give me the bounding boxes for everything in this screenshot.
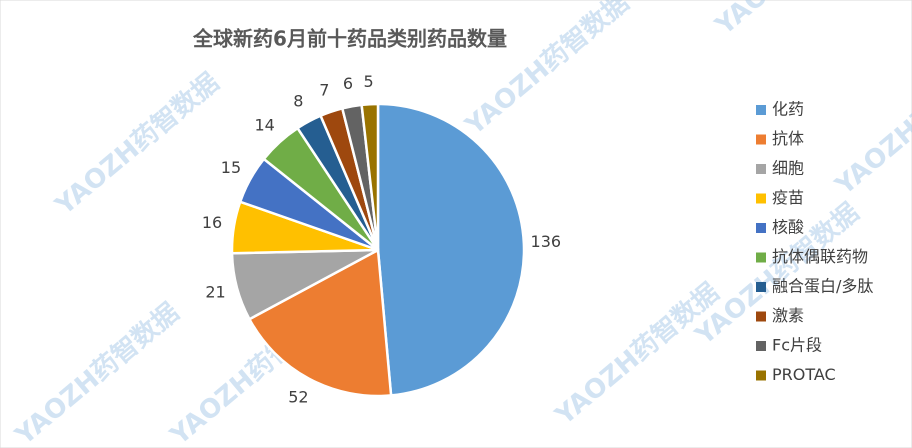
legend-label: 核酸 (772, 218, 804, 237)
legend-label: 疫苗 (772, 188, 804, 207)
legend-label: 抗体偶联药物 (772, 247, 868, 266)
data-label: 5 (363, 72, 373, 91)
legend-label: PROTAC (772, 365, 836, 384)
legend-label: 融合蛋白/多肽 (772, 277, 873, 296)
legend-swatch (756, 164, 766, 174)
legend-label: 化药 (772, 100, 804, 119)
legend-label: 激素 (772, 306, 804, 325)
pie-slice (247, 248, 393, 398)
data-label: 8 (293, 92, 303, 111)
pie-slice (360, 102, 380, 251)
legend-label: 细胞 (772, 159, 804, 178)
legend-swatch (756, 341, 766, 351)
legend-swatch (756, 311, 766, 322)
data-label: 7 (319, 80, 329, 99)
legend-swatch (756, 223, 766, 233)
data-label: 136 (531, 232, 562, 251)
legend-swatch (756, 370, 766, 381)
legend-swatch (756, 105, 766, 115)
legend-swatch (756, 134, 766, 145)
chart-title: 全球新药6月前十药品类别药品数量 (192, 27, 507, 51)
data-label: 52 (288, 387, 308, 406)
pie-slice (376, 102, 526, 397)
legend-label: Fc片段 (772, 336, 822, 355)
data-label: 21 (205, 282, 225, 301)
legend-label: 抗体 (772, 129, 804, 148)
data-label: 14 (254, 115, 274, 134)
data-label: 6 (343, 74, 353, 93)
legend-swatch (756, 252, 766, 263)
data-label: 15 (221, 158, 241, 177)
data-label: 16 (202, 213, 222, 232)
legend-swatch (756, 282, 766, 292)
legend-swatch (756, 193, 766, 204)
